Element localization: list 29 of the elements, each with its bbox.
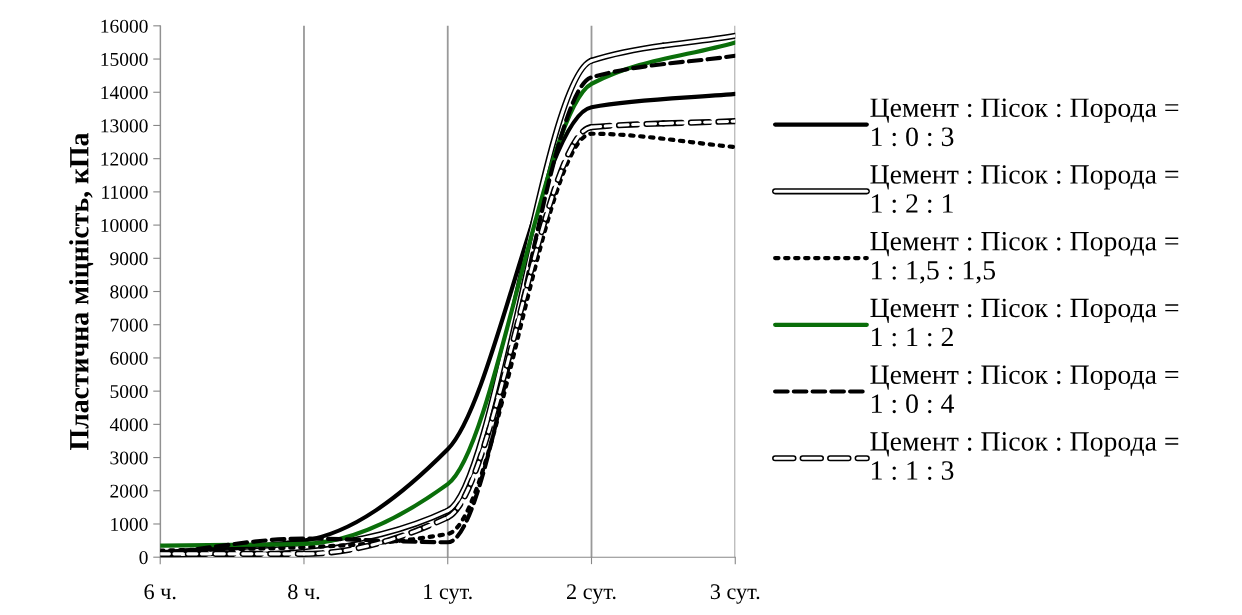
y-tick-label: 9000 <box>110 252 148 266</box>
legend-label: Цемент : Пісок : Порода = 1 : 1,5 : 1,5 <box>870 231 1179 284</box>
legend-label: Цемент : Пісок : Порода = 1 : 1 : 3 <box>870 432 1179 480</box>
y-tick-label: 10000 <box>101 218 148 233</box>
y-tick-label: 4000 <box>109 418 148 432</box>
y-tick-label: 11000 <box>102 185 148 199</box>
legend-label: Цемент : Пісок : Порода = 1 : 0 : 3 <box>870 98 1179 147</box>
y-tick-label: 16000 <box>101 19 148 33</box>
y-tick-label: 7000 <box>110 318 148 332</box>
x-tick-label: 1 сут. <box>424 584 472 604</box>
y-tick-label: 15000 <box>101 52 148 66</box>
x-tick-label: 6 ч. <box>144 584 176 600</box>
y-tick-label: 0 <box>139 551 148 565</box>
y-tick-label: 5000 <box>110 384 148 399</box>
x-tick-label: 2 сут. <box>567 584 616 604</box>
y-tick-label: 6000 <box>110 351 148 365</box>
y-tick-label: 2000 <box>110 484 148 498</box>
y-tick-label: 1000 <box>111 517 148 531</box>
y-tick-label: 13000 <box>101 119 148 133</box>
legend-label: Цемент : Пісок : Порода = 1 : 0 : 4 <box>870 365 1179 414</box>
y-axis-title: Пластична міцність, кПа <box>69 132 94 450</box>
y-tick-label: 3000 <box>110 451 148 465</box>
y-tick-label: 12000 <box>101 152 148 166</box>
y-tick-label: 8000 <box>110 285 148 299</box>
y-tick-label: 14000 <box>101 86 148 100</box>
x-tick-label: 3 сут. <box>710 584 760 604</box>
legend-label: Цемент : Пісок : Порода = 1 : 1 : 2 <box>870 298 1179 347</box>
legend-label: Цемент : Пісок : Порода = 1 : 2 : 1 <box>870 165 1179 213</box>
x-tick-label: 8 ч. <box>288 584 320 600</box>
